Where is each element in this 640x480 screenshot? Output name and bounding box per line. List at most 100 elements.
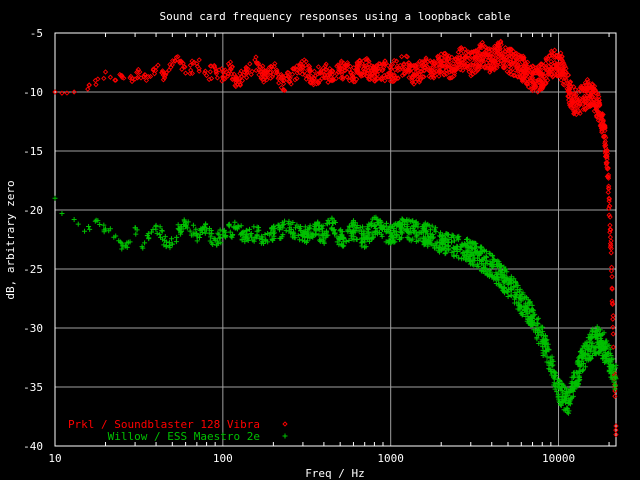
data-point-fill xyxy=(500,65,507,71)
data-point-fill xyxy=(582,107,589,113)
data-point-fill xyxy=(202,224,208,230)
data-point-fill xyxy=(233,76,239,82)
data-point xyxy=(102,69,109,75)
data-point-fill xyxy=(140,245,146,251)
data-point-fill xyxy=(589,81,595,87)
data-point-fill xyxy=(598,123,604,130)
data-point-fill xyxy=(457,66,464,73)
data-point-fill xyxy=(443,242,449,248)
data-point-fill xyxy=(251,224,257,230)
data-point-fill xyxy=(134,227,140,233)
data-point-fill xyxy=(547,360,553,366)
data-point-fill xyxy=(454,248,460,254)
data-point-fill xyxy=(86,82,92,88)
data-point-fill xyxy=(337,236,343,242)
data-point-fill xyxy=(535,89,541,95)
data-point-fill xyxy=(422,67,428,73)
data-point-fill xyxy=(211,62,217,69)
x-tick-label: 100 xyxy=(213,452,233,465)
data-point-fill xyxy=(395,75,401,81)
data-point-fill xyxy=(326,76,332,82)
data-point-fill xyxy=(546,63,552,69)
data-point-fill xyxy=(516,66,523,72)
data-point-fill xyxy=(373,77,379,83)
data-point-fill xyxy=(608,245,614,252)
data-point-fill xyxy=(479,39,486,46)
data-point-fill xyxy=(307,66,313,72)
data-point-fill xyxy=(128,73,134,80)
data-point-fill xyxy=(378,76,384,83)
data-point-fill xyxy=(391,72,397,78)
data-point-fill xyxy=(294,70,300,76)
data-point-fill xyxy=(369,70,375,77)
data-point-fill xyxy=(254,234,260,240)
data-point-fill xyxy=(399,235,405,241)
data-point-fill xyxy=(405,229,411,235)
data-point-fill xyxy=(294,222,300,228)
data-point xyxy=(505,281,511,287)
data-point-fill xyxy=(428,238,434,244)
data-point-fill xyxy=(559,57,565,63)
data-point-fill xyxy=(574,382,580,388)
data-point-fill xyxy=(243,74,250,81)
data-point-fill xyxy=(315,220,321,226)
data-point-fill xyxy=(604,166,611,172)
data-point-fill xyxy=(336,63,342,69)
data-point-fill xyxy=(514,282,520,288)
data-point-fill xyxy=(501,285,507,291)
data-point-fill xyxy=(455,49,461,55)
legend: Prkl / Soundblaster 128 Vibra Willow / E… xyxy=(68,418,288,443)
data-point-fill xyxy=(432,245,438,251)
data-point-fill xyxy=(477,44,483,50)
data-point-fill xyxy=(607,227,614,233)
data-point-fill xyxy=(231,71,237,77)
data-point-fill xyxy=(196,68,202,74)
data-point-fill xyxy=(310,82,317,88)
data-point-fill xyxy=(142,240,148,246)
data-point-fill xyxy=(359,228,365,234)
data-point-fill xyxy=(146,235,152,241)
data-point-fill xyxy=(245,234,251,240)
y-tick-label: -25 xyxy=(23,263,43,276)
data-point-fill xyxy=(550,74,556,80)
data-point-fill xyxy=(436,73,442,79)
data-point-fill xyxy=(162,234,168,240)
data-point-fill xyxy=(397,66,403,73)
data-point-fill xyxy=(129,78,135,85)
data-point-fill xyxy=(134,75,141,81)
data-point-fill xyxy=(369,223,375,229)
data-point-fill xyxy=(487,250,493,256)
data-point-fill xyxy=(577,88,583,94)
data-point-fill xyxy=(214,242,220,248)
data-point-fill xyxy=(394,232,400,238)
data-point-fill xyxy=(447,69,453,75)
data-point-fill xyxy=(490,58,496,64)
data-point-fill xyxy=(412,79,419,85)
data-point-fill xyxy=(561,61,567,67)
data-point-fill xyxy=(433,225,439,231)
data-point-fill xyxy=(602,123,608,129)
data-point-fill xyxy=(455,58,461,64)
y-tick-label: -5 xyxy=(30,27,43,40)
data-point-fill xyxy=(596,99,602,106)
data-point-fill xyxy=(580,343,586,349)
data-point-fill xyxy=(338,60,344,66)
data-point-fill xyxy=(349,236,355,242)
data-point-fill xyxy=(306,74,312,80)
data-point-fill xyxy=(467,50,473,56)
data-point-fill xyxy=(196,57,202,63)
data-point-fill xyxy=(446,53,452,59)
data-point xyxy=(119,72,125,79)
data-point-fill xyxy=(93,217,99,223)
legend-plus-icon xyxy=(282,433,288,439)
data-point-fill xyxy=(297,225,303,231)
data-point-fill xyxy=(316,226,322,232)
data-point-fill xyxy=(553,53,559,59)
data-point-fill xyxy=(474,62,480,68)
data-point-fill xyxy=(609,298,615,304)
data-point-fill xyxy=(613,431,619,438)
data-point-fill xyxy=(454,62,460,68)
data-point-fill xyxy=(398,225,404,231)
data-point-fill xyxy=(538,325,544,331)
data-point-fill xyxy=(534,317,540,323)
